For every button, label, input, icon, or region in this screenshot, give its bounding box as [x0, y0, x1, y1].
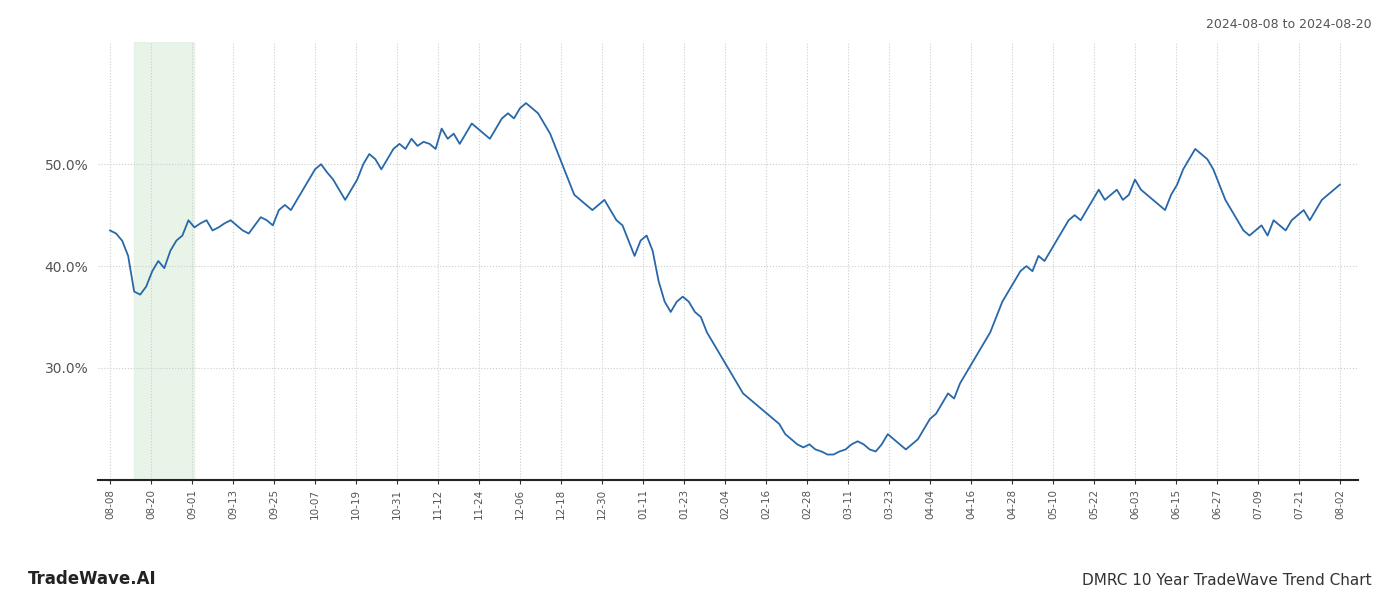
Bar: [134, 42, 195, 480]
Text: 2024-08-08 to 2024-08-20: 2024-08-08 to 2024-08-20: [1207, 18, 1372, 31]
Text: DMRC 10 Year TradeWave Trend Chart: DMRC 10 Year TradeWave Trend Chart: [1082, 573, 1372, 588]
Text: TradeWave.AI: TradeWave.AI: [28, 570, 157, 588]
